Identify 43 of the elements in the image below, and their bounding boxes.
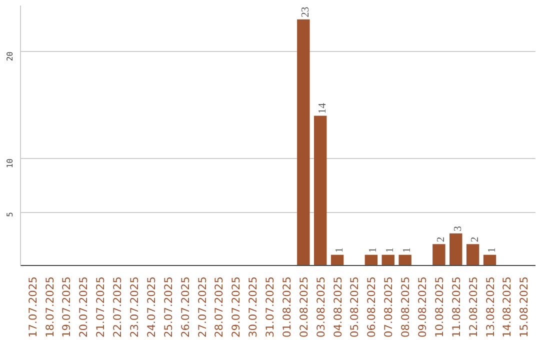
x-tick-label: 01.08.2025 bbox=[280, 276, 294, 338]
x-tick-label: 27.07.2025 bbox=[196, 276, 209, 338]
x-tick-label: 05.08.2025 bbox=[348, 276, 362, 338]
y-tick-label: 10 bbox=[6, 158, 14, 168]
x-tick-label: 06.08.2025 bbox=[365, 276, 378, 338]
data-label: 1 bbox=[334, 247, 346, 253]
data-label: 14 bbox=[317, 102, 328, 114]
x-tick-label: 31.07.2025 bbox=[264, 276, 277, 338]
data-label: 1 bbox=[368, 247, 380, 253]
x-tick-label: 07.08.2025 bbox=[382, 276, 396, 338]
y-tick-label: 20 bbox=[6, 51, 14, 62]
x-tick-label: 21.07.2025 bbox=[94, 276, 108, 338]
x-tick-label: 22.07.2025 bbox=[111, 276, 124, 338]
x-tick-label: 09.08.2025 bbox=[416, 276, 429, 338]
x-tick-label: 11.08.2025 bbox=[450, 276, 463, 338]
x-tick-label: 04.08.2025 bbox=[331, 276, 344, 338]
x-tick-label: 26.07.2025 bbox=[178, 276, 192, 338]
x-tick-label: 20.07.2025 bbox=[77, 276, 90, 338]
data-label: 1 bbox=[402, 247, 414, 253]
data-label: 2 bbox=[470, 236, 481, 242]
data-label: 2 bbox=[436, 236, 447, 242]
x-tick-label: 15.08.2025 bbox=[518, 276, 531, 338]
x-tick-label: 30.07.2025 bbox=[246, 276, 260, 338]
x-tick-label: 13.08.2025 bbox=[484, 276, 497, 338]
data-label: 23 bbox=[300, 6, 312, 18]
x-tick-label: 10.08.2025 bbox=[432, 276, 446, 338]
x-tick-label: 18.07.2025 bbox=[43, 276, 56, 338]
x-tick-label: 08.08.2025 bbox=[399, 276, 412, 338]
x-tick-label: 25.07.2025 bbox=[162, 276, 175, 338]
x-tick-label: 29.07.2025 bbox=[230, 276, 243, 338]
x-tick-label: 17.07.2025 bbox=[26, 276, 40, 338]
x-tick-label: 19.07.2025 bbox=[60, 276, 74, 338]
x-tick-label: 23.07.2025 bbox=[128, 276, 142, 338]
data-label: 1 bbox=[486, 247, 498, 253]
data-label: 3 bbox=[452, 226, 464, 232]
x-tick-label: 12.08.2025 bbox=[466, 276, 480, 338]
x-tick-label: 24.07.2025 bbox=[144, 276, 158, 338]
x-tick-label: 02.08.2025 bbox=[297, 276, 310, 338]
y-tick-label: 5 bbox=[6, 212, 14, 217]
x-tick-label: 28.07.2025 bbox=[212, 276, 226, 338]
data-label: 1 bbox=[385, 247, 396, 253]
x-tick-label: 14.08.2025 bbox=[500, 276, 514, 338]
x-tick-label: 03.08.2025 bbox=[314, 276, 328, 338]
